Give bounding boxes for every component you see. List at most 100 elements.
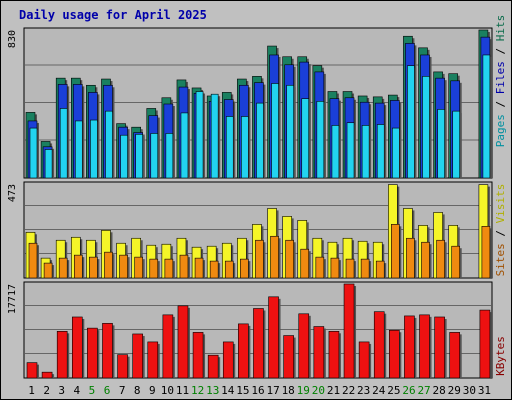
bar-sites-day-17 bbox=[270, 235, 279, 279]
bar-pages-day-31 bbox=[482, 54, 491, 179]
bar-pages-day-21 bbox=[331, 125, 340, 179]
side-legend-top: Pages / Files / Hits bbox=[494, 15, 507, 148]
y-max-label: 830 bbox=[7, 30, 18, 48]
bar-kbytes-day-31 bbox=[479, 309, 491, 379]
day-label: 3 bbox=[58, 384, 65, 397]
day-label: 13 bbox=[206, 384, 219, 397]
bar-sites-day-29 bbox=[451, 245, 461, 279]
day-label: 18 bbox=[282, 384, 295, 397]
day-label: 6 bbox=[104, 384, 111, 397]
bar-kbytes-day-4 bbox=[71, 316, 83, 379]
day-label: 10 bbox=[161, 384, 174, 397]
bar-kbytes-day-27 bbox=[419, 314, 430, 379]
bar-sites-day-19 bbox=[300, 248, 310, 279]
bar-kbytes-day-1 bbox=[26, 362, 38, 379]
day-label: 22 bbox=[342, 384, 355, 397]
bar-sites-day-2 bbox=[43, 262, 53, 279]
day-label: 12 bbox=[191, 384, 204, 397]
bar-pages-day-9 bbox=[150, 133, 159, 179]
legend-hits: Hits bbox=[494, 15, 507, 42]
bar-pages-day-23 bbox=[361, 125, 370, 179]
bar-sites-day-23 bbox=[360, 258, 370, 279]
bar-kbytes-day-7 bbox=[117, 354, 128, 379]
bar-kbytes-day-14 bbox=[222, 341, 234, 379]
bar-pages-day-8 bbox=[135, 134, 143, 179]
legend-kbytes: KBytes bbox=[494, 336, 507, 376]
bar-kbytes-day-9 bbox=[147, 341, 159, 379]
bar-pages-day-16 bbox=[256, 102, 264, 179]
bar-kbytes-day-20 bbox=[313, 326, 325, 379]
bar-pages-day-17 bbox=[271, 83, 279, 179]
bar-sites-day-16 bbox=[255, 239, 264, 279]
bar-sites-day-20 bbox=[315, 256, 325, 279]
bar-pages-day-7 bbox=[120, 134, 128, 179]
bar-pages-day-11 bbox=[180, 112, 189, 179]
bar-kbytes-day-6 bbox=[102, 323, 113, 379]
bar-kbytes-day-2 bbox=[41, 371, 53, 379]
bar-pages-day-22 bbox=[346, 122, 355, 179]
day-label: 21 bbox=[327, 384, 340, 397]
day-label: 25 bbox=[387, 384, 400, 397]
bar-pages-day-19 bbox=[301, 98, 310, 179]
bar-sites-day-27 bbox=[421, 241, 430, 279]
bar-kbytes-day-23 bbox=[358, 341, 370, 379]
day-label: 1 bbox=[28, 384, 35, 397]
side-legend-text: Pages / Files / Hits bbox=[494, 15, 507, 148]
bar-sites-day-7 bbox=[119, 254, 128, 279]
day-label: 30 bbox=[463, 384, 476, 397]
side-legend-bottom: KBytes bbox=[494, 336, 507, 376]
bar-pages-day-6 bbox=[105, 110, 113, 179]
bar-pages-day-18 bbox=[286, 84, 294, 179]
bar-kbytes-day-21 bbox=[328, 331, 340, 379]
bar-sites-day-3 bbox=[58, 257, 68, 279]
bar-sites-day-13 bbox=[209, 260, 219, 279]
y-max-label: 17717 bbox=[7, 284, 18, 314]
day-label: 29 bbox=[448, 384, 461, 397]
bar-kbytes-day-15 bbox=[238, 323, 249, 379]
bar-kbytes-day-29 bbox=[449, 332, 461, 379]
bar-kbytes-day-11 bbox=[177, 305, 189, 379]
bar-sites-day-11 bbox=[179, 254, 189, 279]
bar-sites-day-4 bbox=[73, 254, 83, 279]
bar-pages-day-2 bbox=[44, 149, 53, 179]
day-label: 11 bbox=[176, 384, 189, 397]
day-label: 2 bbox=[43, 384, 50, 397]
legend-separator: / bbox=[494, 41, 507, 61]
bar-sites-day-9 bbox=[149, 258, 159, 279]
bar-kbytes-day-26 bbox=[404, 315, 415, 379]
chart-title: Daily usage for April 2025 bbox=[19, 8, 207, 22]
bar-sites-day-8 bbox=[134, 256, 143, 279]
bar-pages-day-25 bbox=[392, 127, 400, 179]
bar-kbytes-day-3 bbox=[56, 331, 68, 379]
bar-sites-day-28 bbox=[436, 239, 445, 279]
bar-sites-day-18 bbox=[285, 239, 294, 279]
bar-sites-day-14 bbox=[224, 260, 234, 279]
bar-pages-day-5 bbox=[90, 119, 98, 179]
bar-sites-day-31 bbox=[481, 226, 491, 279]
bar-pages-day-20 bbox=[316, 101, 325, 179]
legend-separator: / bbox=[494, 223, 507, 243]
bar-kbytes-day-17 bbox=[268, 296, 279, 379]
bar-sites-day-25 bbox=[391, 224, 400, 279]
legend-separator: / bbox=[494, 94, 507, 114]
day-label: 28 bbox=[433, 384, 446, 397]
day-label: 9 bbox=[149, 384, 156, 397]
bar-sites-day-26 bbox=[406, 237, 415, 279]
bar-kbytes-day-18 bbox=[283, 335, 294, 379]
bar-kbytes-day-13 bbox=[207, 354, 219, 379]
day-label: 8 bbox=[134, 384, 141, 397]
day-label: 7 bbox=[119, 384, 126, 397]
legend-sites: Sites bbox=[494, 243, 507, 276]
bar-pages-day-4 bbox=[74, 120, 83, 179]
side-legend-mid: Sites / Visits bbox=[494, 184, 507, 277]
bar-kbytes-day-19 bbox=[298, 313, 310, 379]
bar-sites-day-1 bbox=[28, 242, 38, 279]
bar-sites-day-22 bbox=[345, 258, 355, 279]
bar-pages-day-1 bbox=[29, 127, 38, 179]
bar-pages-day-13 bbox=[210, 93, 219, 179]
bar-kbytes-day-22 bbox=[343, 283, 355, 379]
day-label: 16 bbox=[251, 384, 264, 397]
bar-kbytes-day-16 bbox=[253, 308, 264, 379]
